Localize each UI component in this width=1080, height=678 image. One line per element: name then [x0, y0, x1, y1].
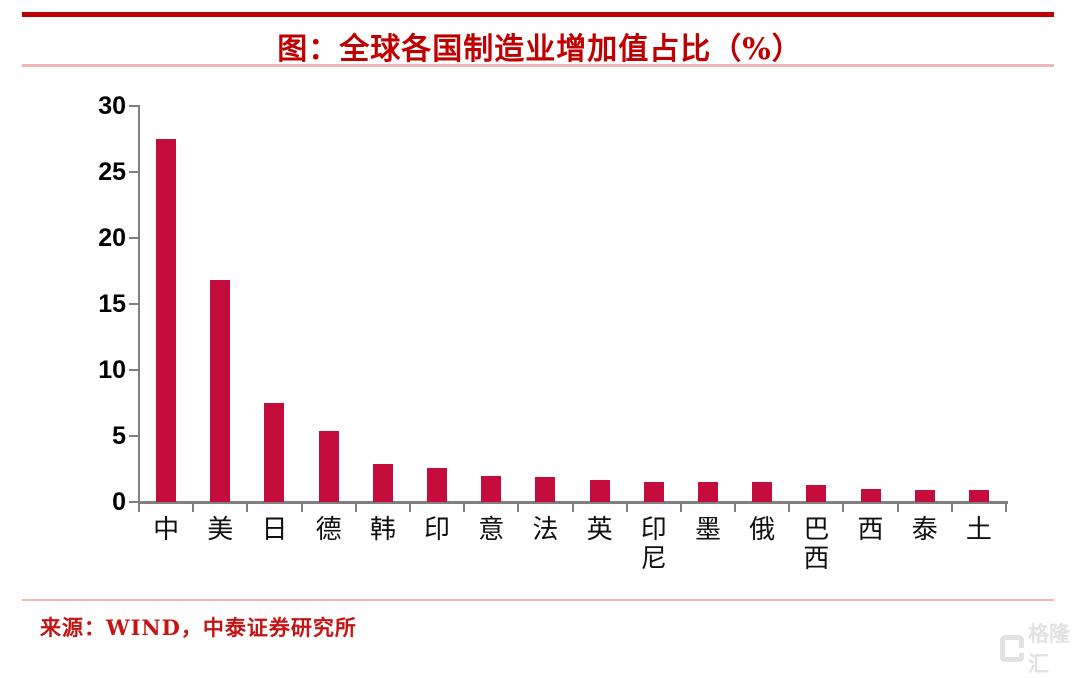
x-axis-label-char: 泰 [911, 515, 938, 545]
y-axis-tick [129, 434, 138, 437]
gelonghui-logo-icon [1000, 634, 1025, 662]
y-axis-tick [129, 368, 138, 371]
x-axis-label-印: 印 [410, 516, 464, 545]
bar-印 [427, 467, 448, 502]
x-axis-label-char: 土 [965, 515, 992, 545]
x-axis-line [138, 501, 1008, 504]
x-axis-label-墨: 墨 [681, 516, 735, 545]
x-axis-label-韩: 韩 [356, 516, 410, 545]
x-axis-tick [842, 504, 845, 512]
y-axis-line [138, 104, 140, 504]
y-axis-tick-label: 5 [112, 421, 126, 450]
x-axis-tick [246, 504, 249, 512]
x-axis-label-char: 日 [261, 515, 288, 545]
y-axis-tick [129, 104, 138, 107]
y-axis-tick [129, 302, 138, 305]
header-top-rule [22, 12, 1054, 17]
x-axis-label-美: 美 [193, 516, 247, 545]
bar-chart-plot-area: 0 5 10 15 20 25 30 中美日德韩印意法英印尼墨俄巴西西泰土 [98, 91, 1008, 574]
footer-rule [22, 599, 1054, 601]
x-axis-tick [463, 504, 466, 512]
x-axis-label-char: 意 [478, 515, 505, 545]
chart-title: 图：全球各国制造业增加值占比（%） [277, 32, 803, 67]
x-axis-label-char: 美 [207, 515, 234, 545]
y-axis-tick-label: 30 [98, 91, 126, 120]
bar-土 [968, 490, 989, 502]
x-axis-label-印尼: 印尼 [627, 516, 681, 574]
x-axis-tick [625, 504, 628, 512]
bar-印尼 [643, 481, 664, 502]
x-axis-label-泰: 泰 [898, 516, 952, 545]
bar-法 [535, 476, 556, 502]
x-axis-tick [788, 504, 791, 512]
y-axis-tick-label: 0 [112, 488, 126, 516]
x-axis-label-char: 印 [424, 515, 451, 545]
y-axis-tick [129, 501, 138, 503]
x-axis-tick [571, 504, 574, 512]
x-axis-label-char: 巴 [803, 515, 830, 545]
header-sub-rule [22, 64, 1054, 67]
y-axis-tick-label: 15 [98, 289, 126, 318]
bar-西 [860, 488, 881, 502]
x-axis-label-char: 中 [153, 515, 180, 545]
x-axis-label-char: 英 [586, 515, 613, 545]
x-axis-tick [138, 504, 140, 512]
y-axis-tick-label: 25 [98, 157, 126, 186]
bar-巴西 [806, 485, 827, 502]
watermark: 格隆汇 [1000, 618, 1080, 678]
bar-美 [210, 279, 231, 502]
x-axis-tick [517, 504, 520, 512]
x-axis-tick [354, 504, 357, 512]
bar-中 [156, 138, 177, 502]
x-axis-label-char: 韩 [369, 515, 396, 545]
x-axis-label-法: 法 [518, 516, 572, 545]
x-axis-label-德: 德 [302, 516, 356, 545]
x-axis-tick [950, 504, 953, 512]
bar-俄 [752, 482, 773, 502]
y-axis-tick-label: 10 [98, 355, 126, 384]
x-axis-label-char: 法 [532, 515, 559, 545]
x-axis-label-中: 中 [139, 516, 193, 545]
x-axis-label-俄: 俄 [735, 516, 789, 545]
x-axis-tick [734, 504, 737, 512]
y-axis-tick [129, 170, 138, 173]
bar-日 [264, 402, 285, 502]
x-axis-tick [1005, 504, 1007, 512]
x-axis-label-土: 土 [952, 516, 1006, 545]
bar-德 [318, 430, 339, 502]
x-axis-label-英: 英 [573, 516, 627, 545]
y-axis-tick [129, 236, 138, 239]
bar-意 [481, 475, 502, 502]
x-axis-label-char: 俄 [749, 515, 776, 545]
x-axis-label-char: 印 [640, 515, 667, 545]
x-axis-tick [300, 504, 303, 512]
bar-韩 [372, 463, 393, 502]
x-axis-label-西: 西 [843, 516, 897, 545]
x-axis-label-巴西: 巴西 [789, 516, 843, 574]
x-axis-tick [192, 504, 195, 512]
x-axis-label-日: 日 [247, 516, 301, 545]
watermark-label: 格隆汇 [1028, 622, 1071, 676]
x-axis-label-意: 意 [464, 516, 518, 545]
source-note: 来源：WIND，中泰证券研究所 [40, 615, 357, 640]
x-axis-label-char: 德 [315, 515, 342, 545]
bar-英 [589, 479, 610, 502]
x-axis-tick [408, 504, 411, 512]
x-axis-tick [679, 504, 682, 512]
x-axis-label-char: 西 [857, 515, 884, 545]
x-axis-label-char: 尼 [640, 544, 667, 574]
x-axis-label-char: 墨 [694, 515, 721, 545]
bar-墨 [697, 482, 718, 502]
x-axis-tick [896, 504, 899, 512]
x-axis-label-char: 西 [803, 544, 830, 574]
bar-泰 [914, 490, 935, 502]
y-axis-tick-label: 20 [98, 223, 126, 252]
